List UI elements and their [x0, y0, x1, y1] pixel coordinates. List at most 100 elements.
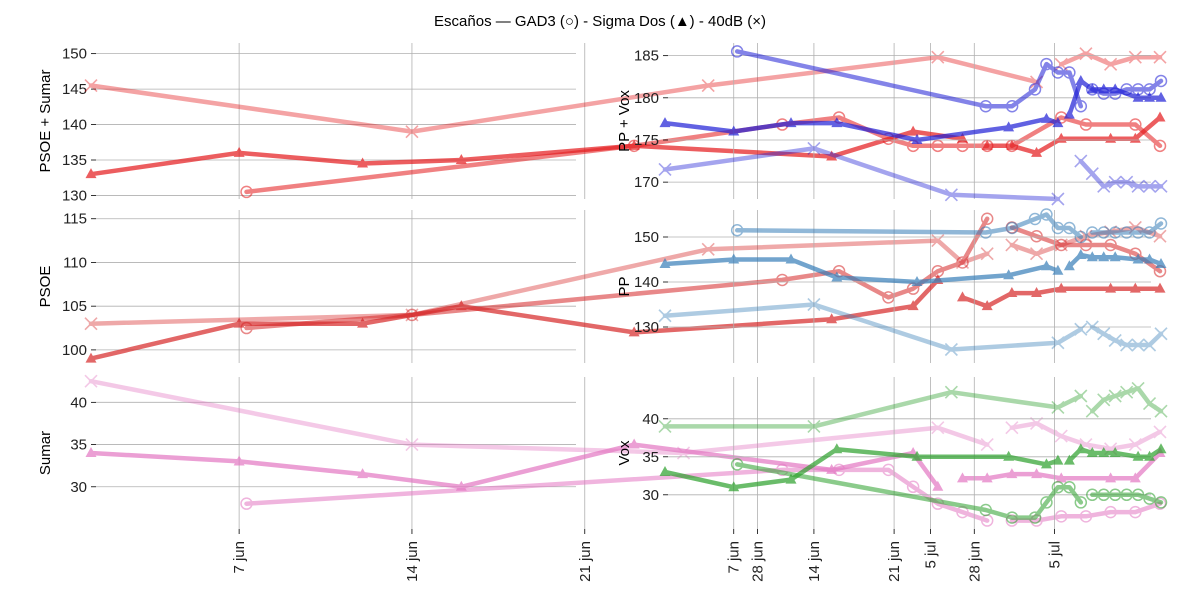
data-point-triangle [1063, 108, 1075, 119]
data-point-triangle [981, 472, 993, 483]
data-point-circle [979, 226, 992, 239]
data-point-triangle [826, 150, 838, 161]
series-line [1090, 221, 1164, 235]
data-point-circle [1054, 510, 1068, 523]
series-x [658, 141, 1065, 206]
data-point-triangle [659, 466, 671, 476]
data-point-triangle [932, 480, 944, 491]
series-x [658, 385, 1088, 433]
series-line [1009, 115, 1163, 149]
data-point-circle [1153, 497, 1167, 510]
chart-title: Escaños — GAD3 (○) - Sigma Dos (▲) - 40d… [434, 13, 766, 30]
data-point-circle [832, 463, 846, 477]
data-point-triangle [1098, 251, 1110, 262]
data-point-circle [1040, 496, 1053, 509]
data-point-circle [1040, 208, 1053, 221]
data-point-x [944, 385, 958, 399]
data-point-circle [1143, 226, 1156, 239]
data-point-x [1131, 338, 1145, 352]
data-point-triangle [1132, 91, 1144, 102]
series-line [1078, 158, 1164, 189]
data-point-x [931, 50, 945, 64]
data-point-triangle [628, 326, 640, 337]
data-point-x [1108, 389, 1122, 403]
data-point-triangle [1154, 111, 1166, 122]
data-point-triangle [785, 253, 797, 264]
data-point-x [1120, 385, 1134, 399]
series-line [662, 302, 1084, 352]
data-point-triangle [659, 117, 671, 128]
series-o [730, 458, 1088, 524]
y-tick-label: 185 [634, 48, 659, 65]
panel-1: 100 105 110 115 PSOE [37, 210, 1167, 363]
data-point-circle [240, 321, 253, 335]
data-point-x [1108, 333, 1122, 348]
series-line [662, 389, 1084, 429]
data-point-circle [1086, 83, 1099, 96]
data-point-circle [1129, 118, 1142, 131]
y-tick-label: 40 [70, 394, 87, 411]
data-point-x [1029, 247, 1044, 261]
y-tick-label: 150 [62, 46, 87, 63]
data-point-circle [627, 139, 641, 153]
data-point-triangle [1144, 253, 1156, 264]
data-point-x [1085, 167, 1099, 181]
series-line [662, 257, 1061, 285]
data-point-circle [1005, 221, 1019, 235]
data-point-triangle [628, 438, 640, 449]
panel-4: 130 140 150 PP [616, 208, 1168, 363]
data-point-x [1142, 338, 1157, 352]
data-point-triangle [1098, 447, 1110, 457]
data-point-circle [1028, 83, 1042, 96]
series-line [1009, 225, 1163, 274]
panel-3: 170 175 180 185 PP + Vox [616, 43, 1168, 206]
data-point-x [1153, 50, 1167, 64]
data-point-circle [1129, 505, 1142, 519]
y-tick-label: 100 [62, 342, 87, 359]
data-point-triangle [1105, 282, 1117, 293]
data-point-circle [979, 503, 992, 517]
data-point-circle [1063, 480, 1076, 494]
data-point-x [1154, 404, 1168, 418]
y-tick-label: 150 [634, 229, 659, 246]
data-point-triangle [831, 443, 843, 454]
data-point-circle [956, 256, 969, 269]
series-x [1074, 154, 1168, 193]
x-tick-label: 21 jun [577, 541, 594, 582]
data-point-triangle [1052, 454, 1064, 465]
data-point-triangle [1105, 472, 1117, 483]
y-tick-label: 145 [62, 81, 87, 98]
data-point-x [1131, 179, 1145, 193]
data-point-x [1085, 404, 1099, 418]
series-line [960, 286, 1163, 309]
data-point-circle [1104, 505, 1117, 519]
data-point-circle [730, 45, 744, 58]
data-point-circle [1153, 139, 1167, 153]
data-point-triangle [1040, 260, 1052, 271]
series-o [1086, 488, 1168, 509]
data-point-triangle [1040, 458, 1052, 469]
data-point-triangle [1031, 146, 1043, 157]
data-point-triangle [1031, 468, 1043, 479]
data-point-triangle [1109, 251, 1121, 262]
data-point-triangle [1040, 112, 1052, 123]
data-point-x [980, 437, 994, 452]
data-point-triangle [1075, 249, 1087, 259]
data-point-circle [1079, 510, 1093, 523]
data-point-circle [1005, 511, 1019, 524]
data-point-triangle [1003, 121, 1015, 132]
data-point-x [1079, 47, 1093, 61]
x-tick-label: 7 jun [231, 541, 248, 574]
data-point-x [405, 437, 419, 452]
data-point-x [1120, 175, 1134, 189]
data-point-triangle [357, 157, 369, 168]
x-tick-label: 28 jun [966, 541, 983, 582]
data-point-x [944, 342, 958, 357]
series-tri [659, 112, 1064, 144]
data-point-triangle [357, 317, 369, 328]
data-point-triangle [1031, 287, 1043, 298]
data-point-x [944, 188, 958, 202]
x-tick-label: 5 jul [1046, 541, 1063, 569]
